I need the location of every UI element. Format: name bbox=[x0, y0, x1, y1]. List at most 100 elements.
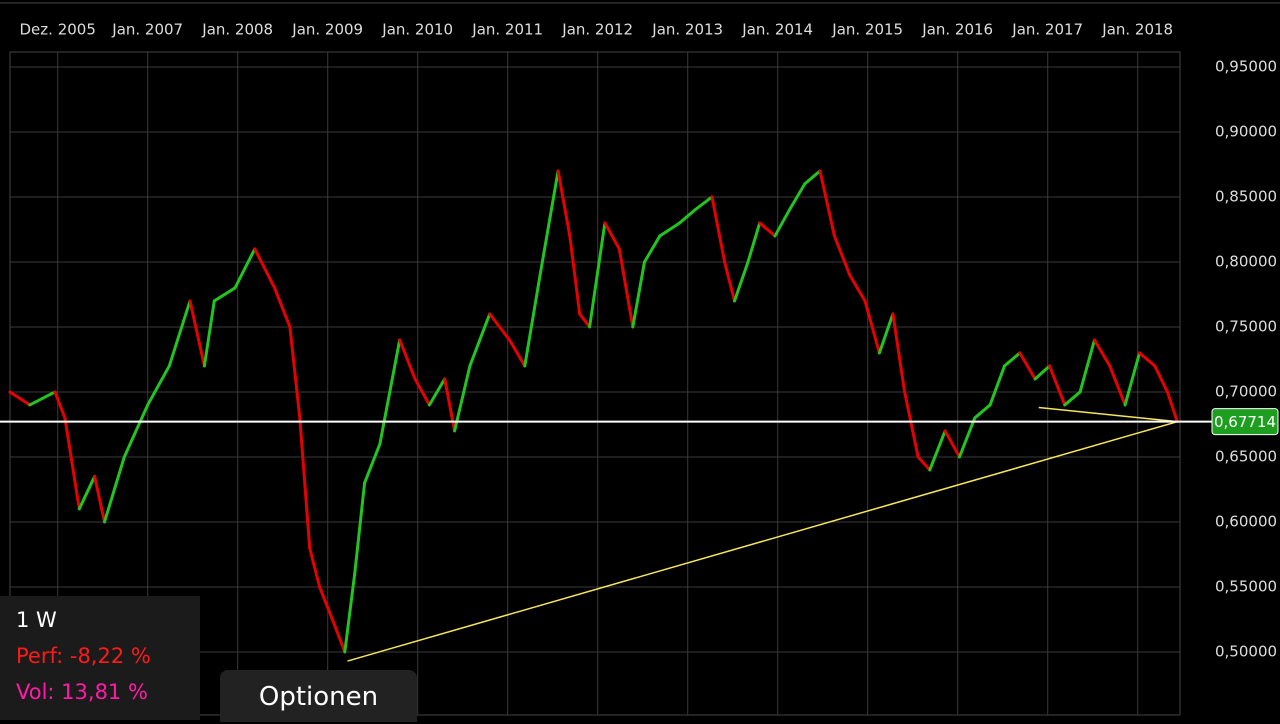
price-segment bbox=[863, 299, 881, 355]
x-tick-label: Jan. 2010 bbox=[381, 21, 453, 39]
x-tick-label: Jan. 2009 bbox=[291, 21, 363, 39]
price-segment bbox=[378, 390, 392, 446]
price-segment bbox=[333, 624, 347, 654]
price-segment bbox=[578, 312, 592, 329]
price-segment bbox=[253, 247, 277, 290]
price-segment bbox=[508, 338, 527, 368]
price-segment bbox=[588, 221, 607, 329]
price-segment bbox=[413, 377, 431, 407]
price-segment bbox=[488, 312, 511, 342]
price-segment bbox=[443, 377, 457, 433]
price-segment bbox=[53, 390, 67, 420]
price-segment bbox=[63, 416, 81, 511]
price-segment bbox=[538, 169, 560, 277]
price-segment bbox=[787, 182, 807, 212]
x-tick-label: Jan. 2016 bbox=[921, 21, 993, 39]
price-segment bbox=[308, 546, 322, 589]
x-tick-label: Jan. 2017 bbox=[1011, 21, 1083, 39]
price-segment bbox=[398, 338, 417, 381]
price-segment bbox=[1018, 351, 1037, 381]
last-price-label: 0,67714 bbox=[1214, 413, 1276, 431]
price-segment bbox=[388, 338, 402, 394]
price-segment bbox=[928, 429, 947, 472]
price-segment bbox=[188, 299, 206, 368]
x-tick-label: Jan. 2015 bbox=[831, 21, 903, 39]
x-tick-label: Jan. 2013 bbox=[651, 21, 723, 39]
plot-frame bbox=[9, 51, 1181, 716]
x-tick-label: Jan. 2007 bbox=[111, 21, 183, 39]
price-segment bbox=[1123, 351, 1141, 407]
price-segment bbox=[288, 325, 302, 420]
price-segment bbox=[603, 221, 621, 251]
price-segment bbox=[1033, 364, 1051, 381]
price-segment bbox=[1048, 364, 1067, 407]
y-tick-label: 0,85000 bbox=[1215, 187, 1277, 205]
price-segment bbox=[318, 585, 337, 628]
last-price-box bbox=[1211, 408, 1279, 436]
price-segment bbox=[343, 572, 357, 654]
price-segment bbox=[617, 247, 635, 329]
price-segment bbox=[723, 260, 736, 303]
price-segment bbox=[556, 169, 572, 238]
x-tick-label: Jan. 2012 bbox=[561, 21, 633, 39]
y-tick-label: 0,65000 bbox=[1215, 447, 1277, 465]
x-tick-label: Jan. 2011 bbox=[471, 21, 543, 39]
price-segment bbox=[353, 481, 367, 576]
price-segment bbox=[1093, 338, 1112, 368]
y-tick-label: 0,75000 bbox=[1215, 317, 1277, 335]
info-panel: 1 W Perf: -8,22 % Vol: 13,81 % bbox=[0, 596, 200, 720]
price-segment bbox=[678, 208, 697, 225]
price-segment bbox=[658, 221, 682, 238]
price-segment bbox=[28, 390, 57, 407]
y-tick-label: 0,70000 bbox=[1215, 382, 1277, 400]
price-segment bbox=[958, 416, 977, 459]
price-segment bbox=[877, 312, 895, 355]
price-segment bbox=[427, 377, 447, 407]
x-tick-label: Jan. 2008 bbox=[201, 21, 273, 39]
y-tick-label: 0,55000 bbox=[1215, 577, 1277, 595]
price-segment bbox=[1063, 390, 1082, 407]
price-segment bbox=[758, 221, 777, 238]
price-segment bbox=[122, 403, 150, 459]
y-tick-label: 0,95000 bbox=[1215, 57, 1277, 75]
volatility: Vol: 13,81 % bbox=[16, 680, 148, 704]
price-segment bbox=[1138, 351, 1157, 368]
price-segment bbox=[891, 312, 907, 394]
price-segment bbox=[1003, 351, 1022, 368]
price-segment bbox=[298, 416, 312, 550]
price-segment bbox=[643, 234, 662, 264]
price-segment bbox=[803, 169, 822, 186]
price-segment bbox=[468, 312, 492, 368]
trendline bbox=[1038, 406, 1178, 423]
price-segment bbox=[973, 403, 992, 420]
price-segment bbox=[710, 195, 727, 264]
price-segment bbox=[453, 364, 472, 433]
price-segment bbox=[773, 208, 791, 238]
y-tick-label: 0,90000 bbox=[1215, 122, 1277, 140]
price-segment bbox=[212, 286, 237, 303]
price-segment bbox=[631, 260, 646, 329]
price-segment bbox=[1108, 364, 1127, 407]
price-segment bbox=[746, 221, 762, 264]
price-segment bbox=[273, 286, 292, 329]
price-segment bbox=[8, 390, 32, 407]
x-tick-label: Jan. 2018 bbox=[1101, 21, 1173, 39]
interval: 1 W bbox=[16, 608, 57, 632]
y-tick-label: 0,80000 bbox=[1215, 252, 1277, 270]
price-segment bbox=[832, 234, 852, 277]
x-tick-label: Jan. 2014 bbox=[741, 21, 813, 39]
price-segment bbox=[943, 429, 961, 459]
trendline bbox=[347, 420, 1178, 662]
price-segment bbox=[93, 474, 106, 524]
x-tick-label: Dez. 2005 bbox=[20, 21, 96, 39]
price-segment bbox=[77, 474, 97, 511]
price-segment bbox=[988, 364, 1006, 407]
price-segment bbox=[167, 299, 192, 368]
price-segment bbox=[1153, 364, 1169, 394]
y-tick-label: 0,50000 bbox=[1215, 642, 1277, 660]
price-segment bbox=[733, 260, 750, 303]
options-button[interactable]: Optionen bbox=[220, 670, 417, 722]
price-segment bbox=[818, 169, 836, 238]
